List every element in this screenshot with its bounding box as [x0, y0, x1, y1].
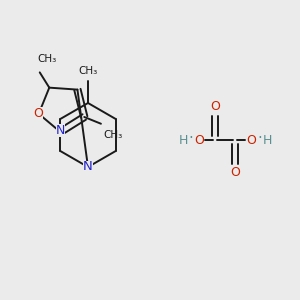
Text: O: O: [230, 167, 240, 179]
Text: H: H: [178, 134, 188, 146]
Text: N: N: [56, 124, 65, 137]
Text: N: N: [83, 160, 93, 173]
Text: CH₃: CH₃: [78, 66, 98, 76]
Text: O: O: [210, 100, 220, 113]
Text: O: O: [246, 134, 256, 146]
Text: CH₃: CH₃: [38, 54, 57, 64]
Text: CH₃: CH₃: [103, 130, 122, 140]
Text: H: H: [262, 134, 272, 146]
Text: O: O: [194, 134, 204, 146]
Text: ·: ·: [258, 130, 262, 146]
Text: ·: ·: [189, 130, 194, 146]
Text: O: O: [33, 107, 43, 120]
